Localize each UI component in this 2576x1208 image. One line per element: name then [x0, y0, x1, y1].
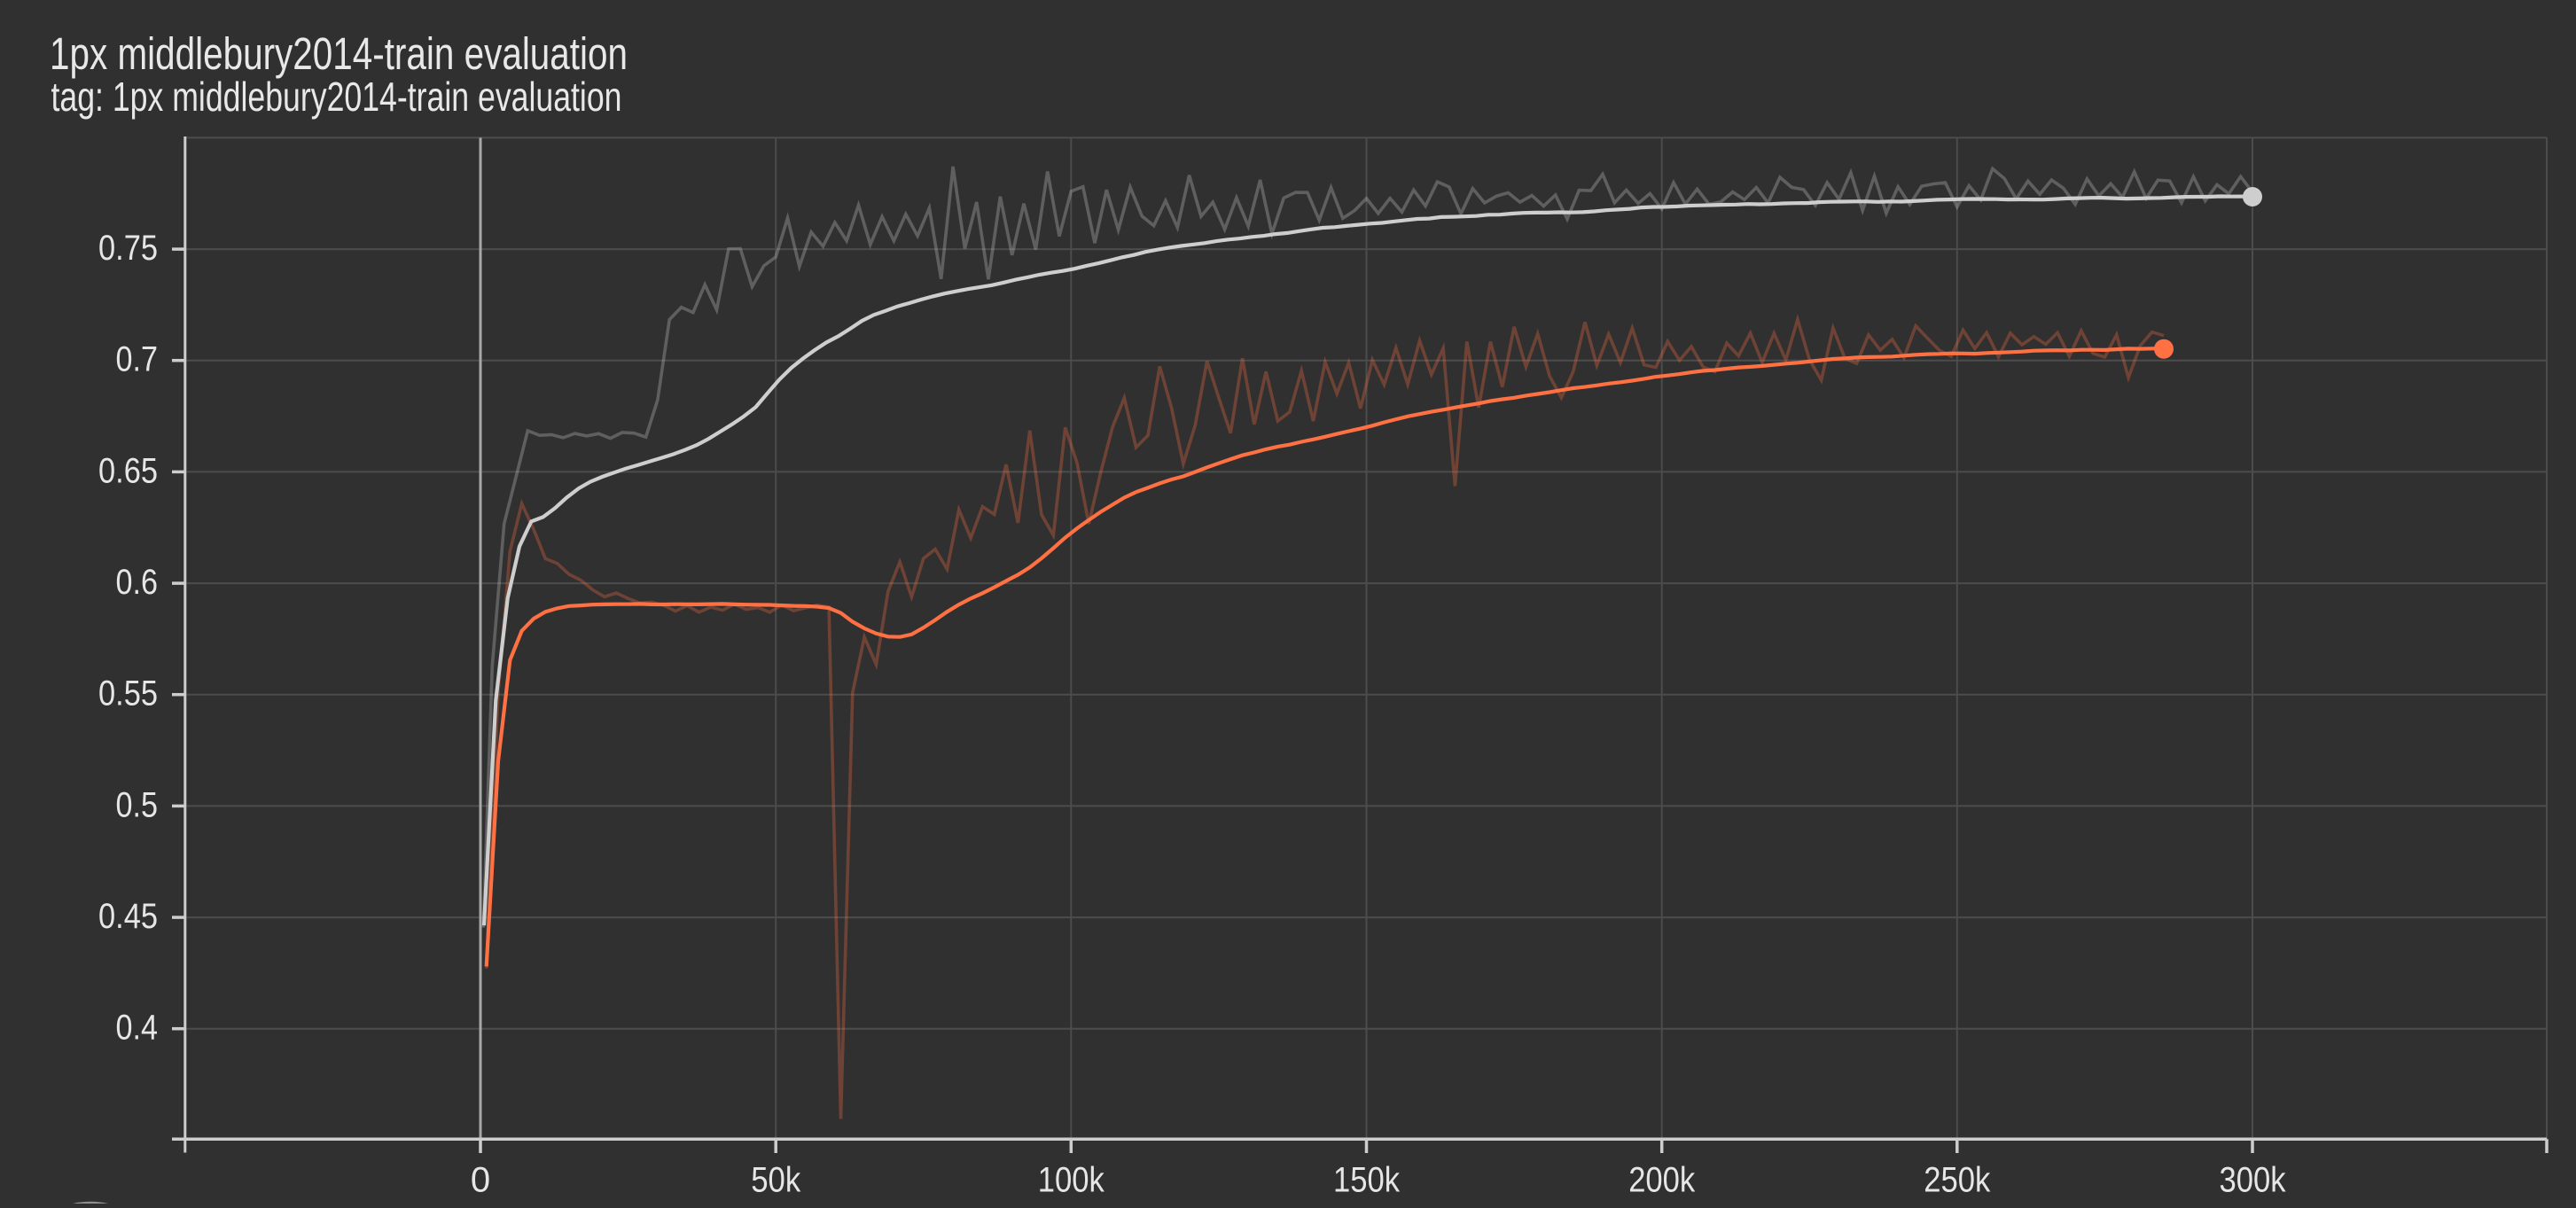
svg-text:200k: 200k: [1628, 1161, 1696, 1200]
svg-text:tag: 1px middlebury2014-train: tag: 1px middlebury2014-train evaluation: [51, 74, 622, 120]
svg-text:0.45: 0.45: [98, 897, 158, 936]
svg-text:300k: 300k: [2220, 1161, 2287, 1200]
svg-text:0.4: 0.4: [116, 1009, 159, 1048]
svg-text:0.6: 0.6: [116, 563, 159, 602]
svg-text:0.75: 0.75: [98, 229, 158, 268]
svg-text:50k: 50k: [751, 1161, 801, 1200]
svg-text:0.65: 0.65: [98, 451, 158, 490]
svg-text:0.7: 0.7: [116, 340, 159, 379]
svg-text:0: 0: [471, 1161, 490, 1200]
svg-text:150k: 150k: [1333, 1161, 1401, 1200]
svg-text:1px middlebury2014-train evalu: 1px middlebury2014-train evaluation: [50, 28, 628, 79]
svg-text:250k: 250k: [1924, 1161, 1991, 1200]
svg-text:100k: 100k: [1038, 1161, 1105, 1200]
svg-text:0.5: 0.5: [116, 785, 159, 824]
svg-text:0.55: 0.55: [98, 674, 158, 713]
